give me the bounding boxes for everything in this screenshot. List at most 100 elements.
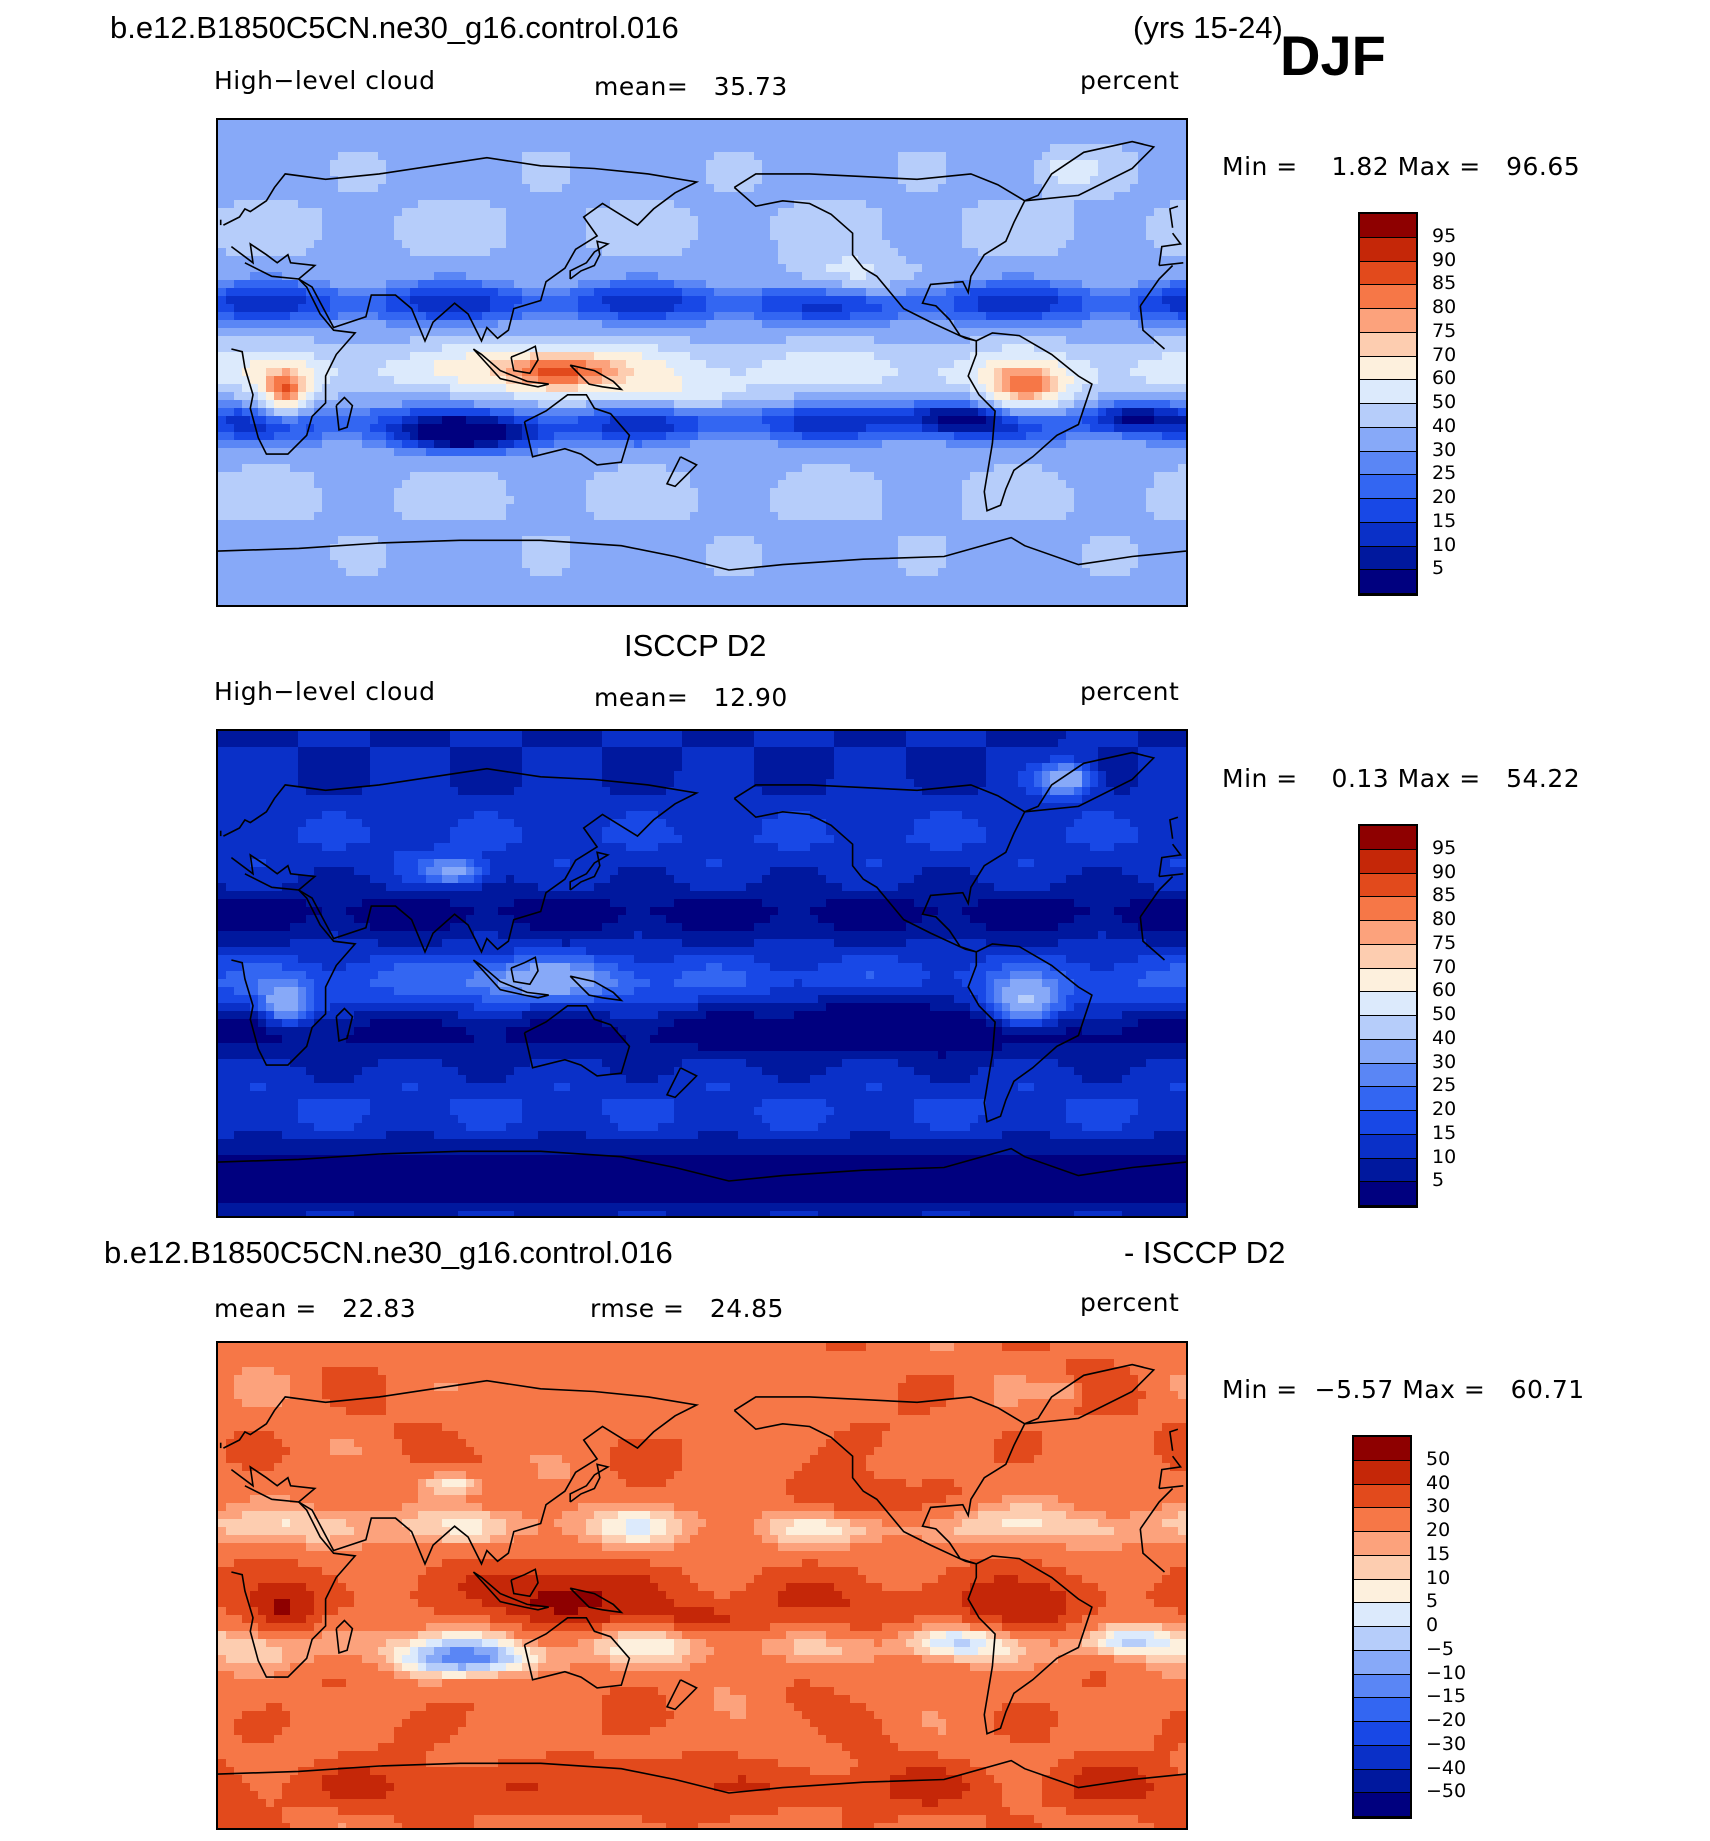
field-cell	[554, 184, 563, 193]
field-cell	[274, 200, 283, 209]
field-cell	[1018, 344, 1027, 353]
field-cell	[586, 136, 595, 145]
field-cell	[794, 336, 803, 345]
field-cell	[234, 368, 243, 377]
field-cell	[562, 192, 571, 201]
field-cell	[450, 280, 459, 289]
field-cell	[1146, 248, 1155, 257]
field-cell	[770, 328, 779, 337]
field-cell	[394, 232, 403, 241]
field-cell	[986, 248, 995, 257]
field-cell	[1082, 144, 1091, 153]
field-cell	[226, 312, 235, 321]
field-cell	[1154, 328, 1163, 337]
field-cell	[986, 400, 995, 409]
field-cell	[778, 256, 787, 265]
field-cell	[218, 336, 227, 345]
field-cell	[418, 296, 427, 305]
field-cell	[690, 224, 699, 233]
field-cell	[322, 296, 331, 305]
field-cell	[226, 184, 235, 193]
field-cell	[274, 376, 283, 385]
field-cell	[362, 176, 371, 185]
field-cell	[530, 232, 539, 241]
field-cell	[970, 160, 979, 169]
field-cell	[498, 304, 507, 313]
field-cell	[866, 144, 875, 153]
field-cell	[1026, 168, 1035, 177]
field-cell	[570, 320, 579, 329]
field-cell	[410, 368, 419, 377]
field-cell	[642, 280, 651, 289]
field-cell	[1050, 232, 1059, 241]
field-cell	[338, 440, 347, 449]
field-cell	[978, 128, 987, 137]
field-cell	[946, 240, 955, 249]
field-cell	[850, 152, 859, 161]
field-cell	[530, 312, 539, 321]
field-cell	[482, 336, 491, 345]
field-cell	[306, 392, 315, 401]
field-cell	[1146, 160, 1155, 169]
field-cell	[434, 176, 443, 185]
field-cell	[514, 408, 523, 417]
field-cell	[666, 424, 675, 433]
field-cell	[242, 264, 251, 273]
field-cell	[658, 424, 667, 433]
field-cell	[1042, 192, 1051, 201]
field-cell	[794, 168, 803, 177]
field-cell	[1074, 264, 1083, 273]
field-cell	[538, 360, 547, 369]
field-cell	[434, 440, 443, 449]
field-cell	[554, 224, 563, 233]
field-cell	[1162, 224, 1171, 233]
field-cell	[1050, 384, 1059, 393]
field-cell	[442, 152, 451, 161]
field-cell	[914, 424, 923, 433]
field-cell	[602, 216, 611, 225]
field-cell	[418, 152, 427, 161]
field-cell	[1074, 160, 1083, 169]
field-cell	[370, 120, 379, 129]
field-cell	[794, 312, 803, 321]
field-cell	[282, 328, 291, 337]
field-cell	[314, 176, 323, 185]
field-cell	[890, 320, 899, 329]
field-cell	[586, 272, 595, 281]
field-cell	[314, 424, 323, 433]
field-cell	[1130, 272, 1139, 281]
field-cell	[1098, 232, 1107, 241]
field-cell	[1026, 184, 1035, 193]
field-cell	[882, 200, 891, 209]
field-cell	[698, 272, 707, 281]
field-cell	[986, 136, 995, 145]
field-cell	[1122, 192, 1131, 201]
field-cell	[418, 304, 427, 313]
field-cell	[770, 152, 779, 161]
field-cell	[490, 216, 499, 225]
field-cell	[314, 280, 323, 289]
field-cell	[842, 392, 851, 401]
field-cell	[570, 152, 579, 161]
field-cell	[514, 432, 523, 441]
field-cell	[810, 296, 819, 305]
field-cell	[762, 168, 771, 177]
field-cell	[746, 408, 755, 417]
field-cell	[682, 136, 691, 145]
field-cell	[962, 168, 971, 177]
field-cell	[594, 288, 603, 297]
field-cell	[1178, 400, 1186, 409]
field-cell	[306, 320, 315, 329]
field-cell	[818, 120, 827, 129]
field-cell	[522, 216, 531, 225]
field-cell	[698, 400, 707, 409]
field-cell	[770, 248, 779, 257]
field-cell	[546, 184, 555, 193]
field-cell	[834, 208, 843, 217]
field-cell	[642, 328, 651, 337]
field-cell	[346, 304, 355, 313]
field-cell	[690, 208, 699, 217]
field-cell	[914, 376, 923, 385]
field-cell	[474, 392, 483, 401]
field-cell	[1098, 224, 1107, 233]
